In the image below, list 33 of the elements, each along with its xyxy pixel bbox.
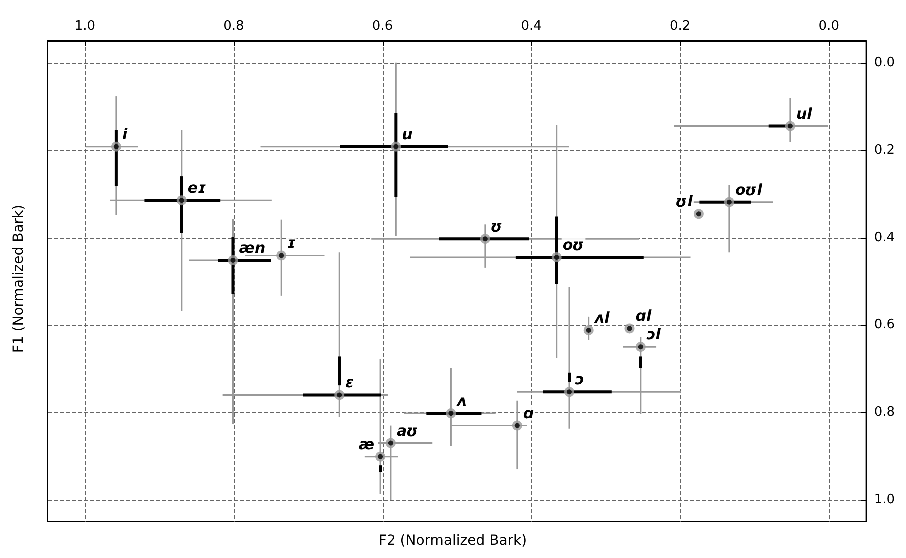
annotation: oʊl [735,180,764,199]
annotation: oʊ [562,236,585,254]
annotation: u [402,125,414,144]
annotation: ʌ [456,392,467,410]
annotation: ul [796,104,814,123]
y-tick-label: 0.0 [874,55,896,70]
annotation: ɛ [346,374,354,392]
annotation: æn [239,239,266,258]
y-tick-label: 1.0 [874,492,896,508]
y-tick-label: 0.2 [874,142,896,158]
x-tick-label: 0.2 [670,19,691,34]
y-tick-label: 0.6 [874,318,896,333]
x-tick-label: 0.0 [818,19,840,34]
x-tick-label: 0.6 [372,19,394,34]
annotation: æ [358,435,375,454]
annotation: ʊ [490,218,503,236]
x-tick-label: 0.4 [521,19,542,34]
annotation: ʌl [594,308,611,327]
annotation: ɑl [636,307,652,326]
y-tick-label: 0.8 [874,405,896,420]
annotation: ɔl [646,326,662,344]
x-tick-label: 1.0 [74,19,96,34]
x-axis-title: F2 (Normalized Bark) [378,533,528,549]
annotation: aʊ [396,422,419,440]
annotation: eɪ [188,179,206,198]
annotation: ɔ [574,370,584,389]
y-axis-title: F1 (Normalized Bark) [11,204,27,354]
x-tick-label: 0.8 [224,19,244,34]
annotation: ɑ [523,404,534,422]
annotation: ɪ [288,234,296,252]
annotation: ʊl [675,192,694,211]
annotation: i [122,125,128,144]
y-tick-label: 0.4 [874,230,896,246]
